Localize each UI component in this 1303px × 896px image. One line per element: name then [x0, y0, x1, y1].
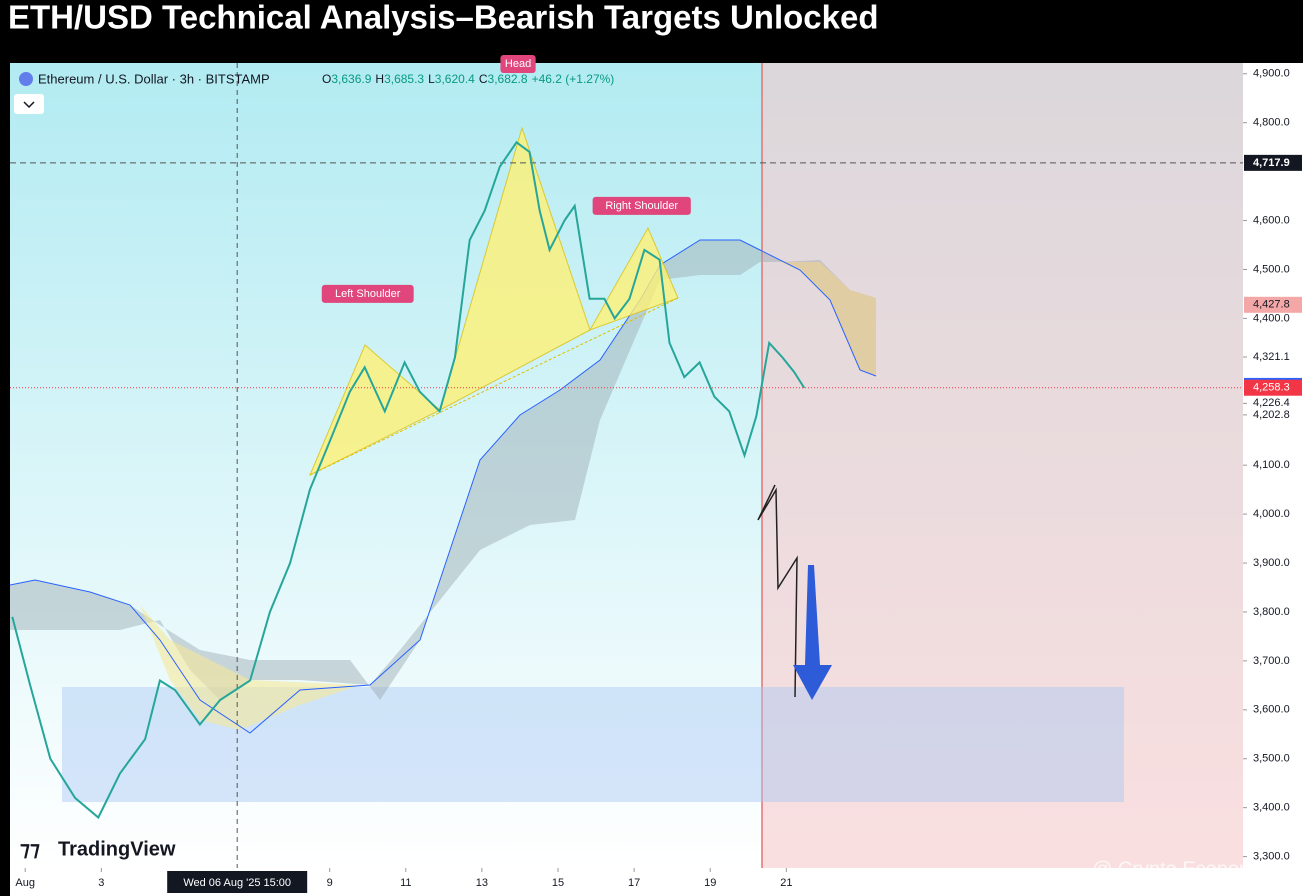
price-label: 4,321.1 — [1253, 351, 1290, 363]
y-tick-label: 4,100.0 — [1253, 459, 1290, 471]
price-label: 4,202.8 — [1253, 409, 1290, 421]
price-label: 4,717.9 — [1253, 157, 1290, 169]
y-tick-label: 4,000.0 — [1253, 508, 1290, 520]
y-tick-label: 4,600.0 — [1253, 214, 1290, 226]
crosshair-box — [167, 871, 308, 893]
price-label: 4,427.8 — [1253, 299, 1290, 311]
price-label: 4,226.4 — [1253, 397, 1290, 409]
symbol: Ethereum / U.S. Dollar · 3h · BITSTAMP — [38, 71, 270, 86]
annotation: Left Shoulder — [335, 288, 401, 300]
y-tick-label: 3,500.0 — [1253, 753, 1290, 765]
crosshair-label: Wed 06 Aug '25 15:00 — [183, 877, 291, 889]
neckline — [309, 297, 679, 476]
price-label: 4,258.3 — [1253, 382, 1290, 394]
cloud-bull — [780, 262, 876, 376]
ohlc-value: 3,636.9 — [331, 72, 371, 86]
cloud-yellow — [140, 605, 360, 730]
collapse-btn[interactable] — [14, 94, 44, 114]
bearish-arrow — [793, 565, 832, 700]
y-tick-label: 4,800.0 — [1253, 117, 1290, 129]
x-tick-label: 15 — [552, 877, 564, 889]
dynamic: 4,900.0 4,800.0 4,600.0 4,500.0 4,400.0 4,100… — [10, 54, 1302, 893]
x-tick-label: 9 — [327, 877, 333, 889]
ohlc-value: 3,620.4 — [435, 72, 475, 86]
logo: TradingView — [58, 838, 176, 860]
future-zone — [762, 63, 1243, 868]
price-box — [1244, 296, 1302, 313]
chevron — [23, 101, 35, 109]
x-tick-label: Aug — [15, 877, 35, 889]
y-tick-label: 3,600.0 — [1253, 704, 1290, 716]
x-tick-label: 21 — [780, 877, 792, 889]
y-tick-label: 4,900.0 — [1253, 68, 1290, 80]
y-tick-label: 4,500.0 — [1253, 263, 1290, 275]
x-tick-label: 3 — [98, 877, 104, 889]
annotation-box — [321, 284, 414, 303]
y-tick-label: 3,800.0 — [1253, 606, 1290, 618]
x-tick-label: 13 — [476, 877, 488, 889]
change: +46.2 (+1.27%) — [532, 72, 615, 86]
ohlc-key: H — [375, 72, 384, 86]
y-tick-label: 4,400.0 — [1253, 312, 1290, 324]
y-axis-bg — [1243, 63, 1303, 868]
y-tick-label: 3,300.0 — [1253, 851, 1290, 863]
x-tick-label: 19 — [704, 877, 716, 889]
cloud-edge — [9, 239, 877, 734]
right-shoulder-shape — [588, 226, 679, 331]
eth-icon — [19, 72, 33, 86]
y-tick-label: 3,900.0 — [1253, 557, 1290, 569]
watermark: @ Crypto Economy — [1092, 858, 1266, 880]
annotation: Head — [505, 58, 531, 70]
annotation-box — [500, 54, 536, 73]
left-shoulder-shape — [309, 344, 441, 477]
projection-path — [757, 484, 798, 698]
price-box — [1244, 379, 1302, 396]
ohlc-key: O — [322, 72, 331, 86]
ohlc-value: 3,682.8 — [488, 72, 528, 86]
head-shape — [439, 126, 591, 411]
ohlc-key: L — [428, 72, 435, 86]
y-tick-label: 3,700.0 — [1253, 655, 1290, 667]
annotation-box — [592, 196, 691, 215]
ohlc-key: C — [479, 72, 488, 86]
x-tick-label: 11 — [400, 877, 411, 889]
annotation: Right Shoulder — [605, 200, 678, 212]
page-title: ETH/USD Technical Analysis–Bearish Targe… — [8, 0, 879, 36]
x-tick-label: 17 — [628, 877, 640, 889]
ohlc-value: 3,685.3 — [384, 72, 424, 86]
logo-mark: ⁊⁊ — [20, 838, 40, 860]
ohlc: O3,636.9 H3,685.3 L3,620.4 C3,682.8 +46.2 (+… — [322, 72, 614, 86]
y-tick-label: 3,400.0 — [1253, 802, 1290, 814]
price-line-series — [11, 140, 806, 820]
price-box — [1244, 154, 1302, 171]
